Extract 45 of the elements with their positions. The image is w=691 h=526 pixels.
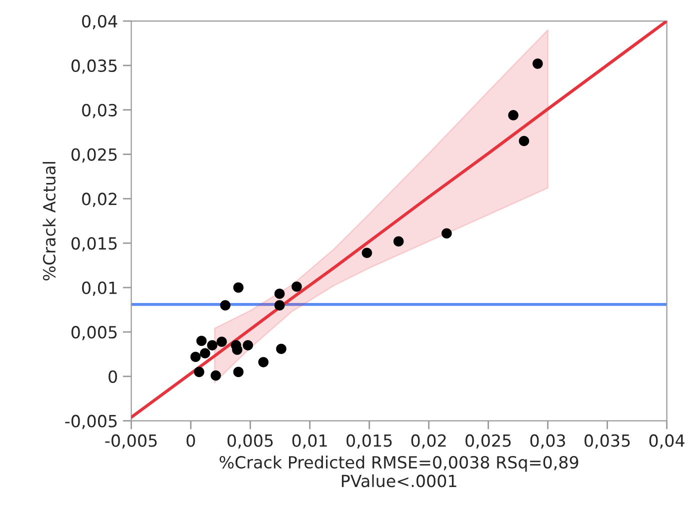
x-tick-label: 0,035 xyxy=(584,434,630,449)
point xyxy=(194,366,204,378)
x-tick-label: 0,005 xyxy=(228,434,273,449)
y-tick-label: 0,04 xyxy=(82,15,118,30)
point xyxy=(508,110,518,120)
point xyxy=(442,228,452,239)
point xyxy=(196,336,207,346)
y-axis-title: %Crack Actual xyxy=(42,162,56,280)
point xyxy=(220,300,230,310)
point xyxy=(292,282,302,292)
y-tick-label: 0,03 xyxy=(82,104,117,118)
point xyxy=(532,58,543,69)
y-tick-label: 0,025 xyxy=(71,148,117,163)
x-tick-label: -0,005 xyxy=(105,434,157,449)
y-tick-label: 0 xyxy=(108,370,117,383)
x-tick-label: 0,01 xyxy=(292,434,327,449)
point xyxy=(362,248,372,258)
y-tick-label: 0,015 xyxy=(71,237,117,252)
point xyxy=(518,136,530,146)
point xyxy=(393,236,404,247)
y-tick-label: 0,005 xyxy=(71,326,117,340)
point xyxy=(274,300,285,310)
point xyxy=(242,340,254,350)
point xyxy=(210,370,221,381)
x-tick-label: 0 xyxy=(186,434,195,447)
y-tick-label: 0,01 xyxy=(82,282,117,296)
x-tick-label: 0,02 xyxy=(411,434,446,449)
point xyxy=(274,288,285,299)
point xyxy=(276,344,286,354)
x-axis-title: %Crack Predicted RMSE=0,0038 RSq=0,89 PValue<.0001 xyxy=(220,456,578,488)
point xyxy=(200,348,210,358)
point xyxy=(207,340,218,350)
y-tick-label: -0,005 xyxy=(65,414,117,430)
point xyxy=(258,357,269,368)
y-tick-label: 0,02 xyxy=(82,192,116,207)
x-tick-label: 0,025 xyxy=(466,434,511,449)
point xyxy=(232,344,242,355)
x-tick-label: 0,03 xyxy=(530,434,566,449)
point xyxy=(233,366,244,378)
x-tick-label: 0,015 xyxy=(346,434,392,449)
y-tick-label: 0,035 xyxy=(71,59,117,74)
point xyxy=(233,282,244,293)
point xyxy=(190,352,201,362)
point xyxy=(216,336,227,347)
x-tick-label: 0,04 xyxy=(649,434,684,449)
